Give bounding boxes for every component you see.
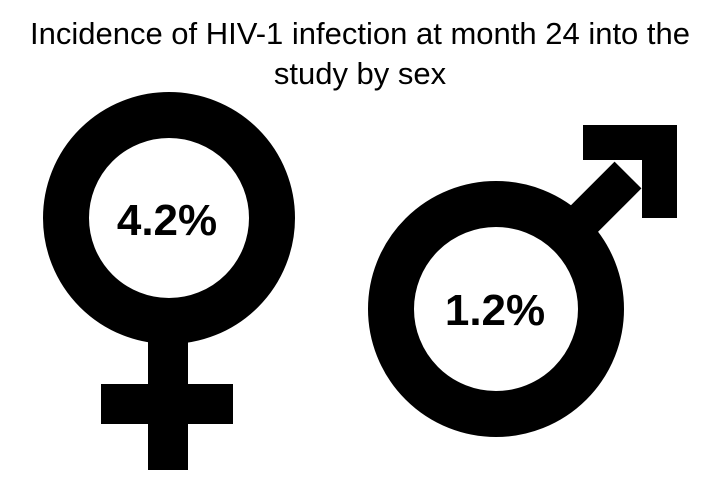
female-value-label: 4.2% [117, 196, 217, 245]
male-ring [368, 181, 624, 437]
female-ring [43, 92, 295, 344]
chart-title: Incidence of HIV-1 infection at month 24… [29, 16, 691, 91]
female-symbol-icon: 4.2% [43, 92, 295, 470]
male-arrow-shaft [551, 161, 642, 252]
male-value-label: 1.2% [445, 286, 545, 335]
male-symbol-icon: 1.2% [368, 125, 677, 437]
female-crossbar [101, 384, 233, 424]
male-arrow-head [583, 125, 677, 218]
